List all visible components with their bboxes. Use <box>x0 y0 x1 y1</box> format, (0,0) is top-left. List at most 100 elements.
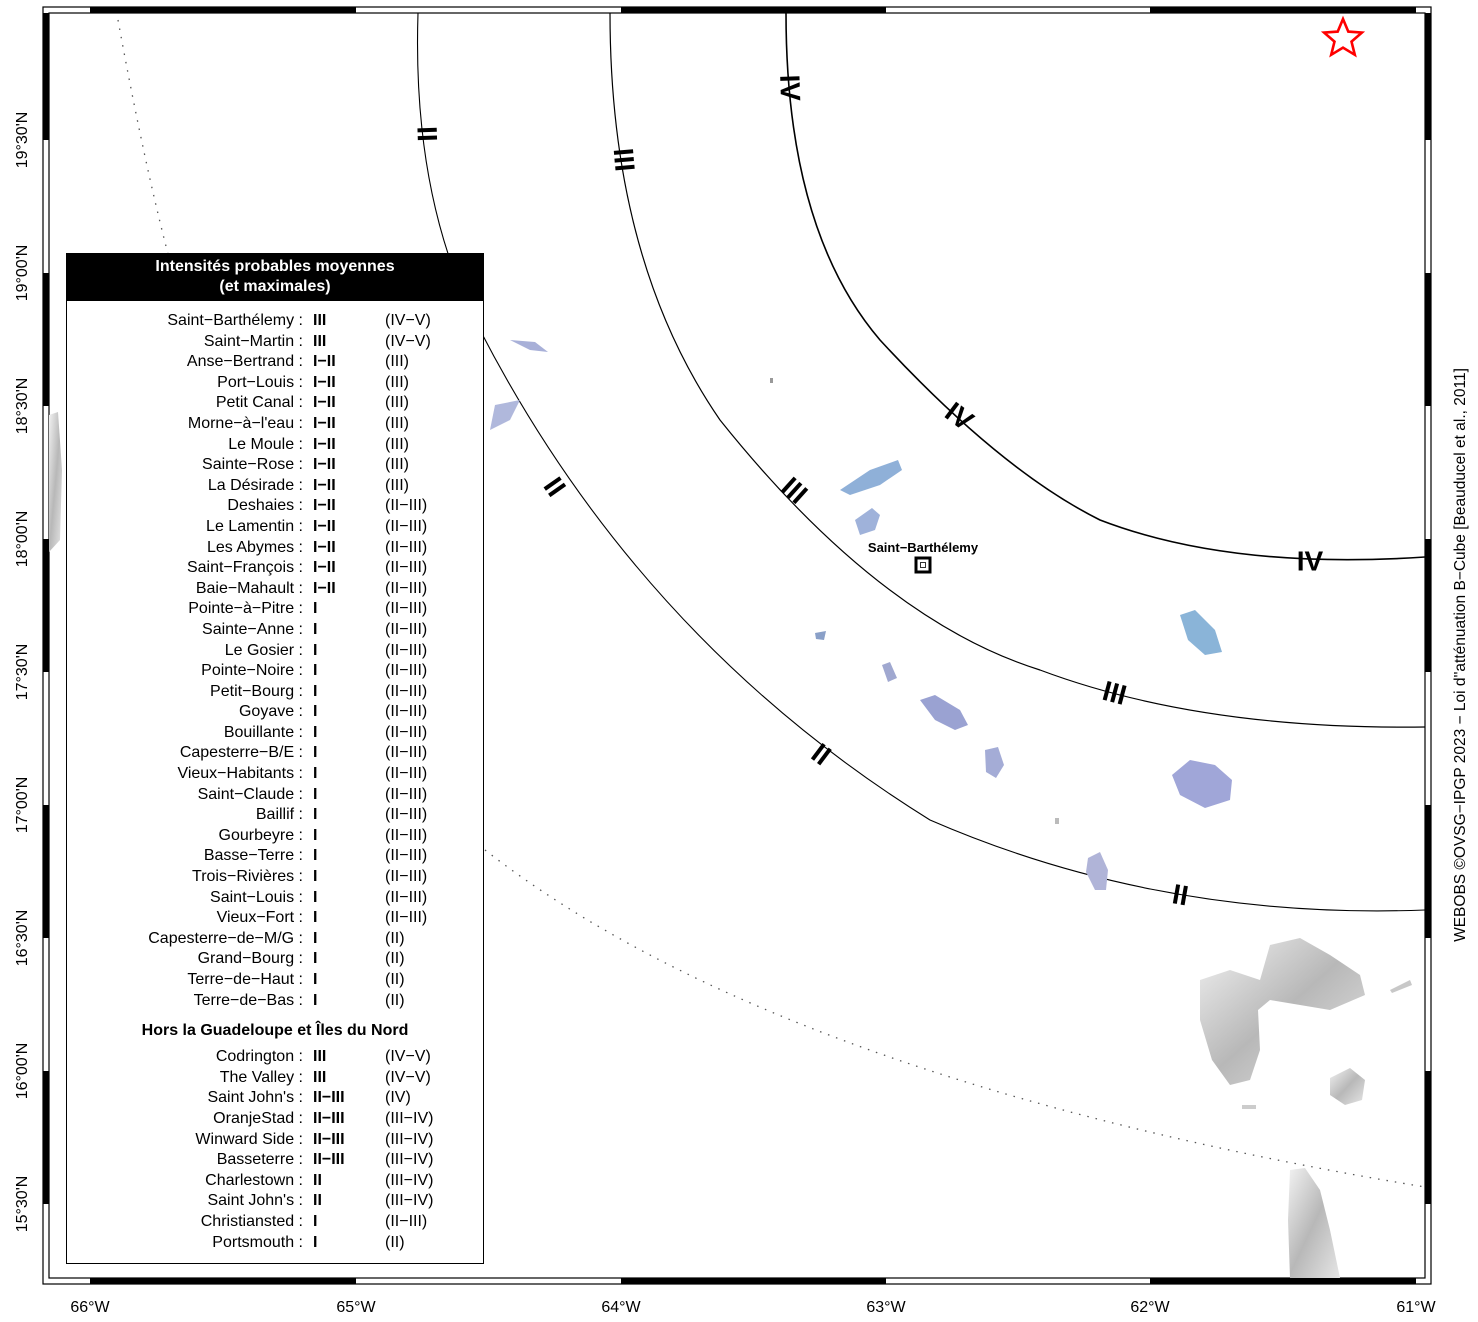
legend-title-line1: Intensités probables moyennes <box>155 258 395 275</box>
legend-row: Trois−Rivières : I (II−III) <box>67 867 483 888</box>
legend-mean-intensity: I <box>313 909 318 927</box>
legend-mean-intensity: I <box>313 785 318 803</box>
legend-place-name: Pointe−Noire : <box>201 662 303 680</box>
border-segment <box>1425 805 1431 938</box>
legend-row: Sainte−Anne : I (II−III) <box>67 620 483 641</box>
legend-max-intensity: (II−III) <box>385 517 428 535</box>
legend-place-name: Saint John's : <box>207 1089 303 1107</box>
legend-row: Le Lamentin : I−II (II−III) <box>67 517 483 538</box>
isoseismal-line-III <box>609 13 1425 728</box>
legend-mean-intensity: I−II <box>313 497 336 515</box>
legend-mean-intensity: III <box>313 1048 327 1066</box>
legend-place-name: Saint−Louis : <box>210 888 303 906</box>
legend-mean-intensity: I−II <box>313 394 336 412</box>
legend-place-name: Sainte−Rose : <box>202 456 303 474</box>
isoseismal-line-IV <box>785 13 1425 561</box>
legend-place-name: Saint John's : <box>207 1192 303 1210</box>
border-segment <box>90 7 356 13</box>
legend-max-intensity: (II) <box>385 950 405 968</box>
legend-max-intensity: (IV−V) <box>385 332 431 350</box>
legend-max-intensity: (II−III) <box>385 559 428 577</box>
legend-row: Le Moule : I−II (III) <box>67 435 483 456</box>
island-anguilla <box>510 340 548 352</box>
legend-row: Codrington : III (IV−V) <box>67 1047 483 1068</box>
legend-mean-intensity: I−II <box>313 414 336 432</box>
legend-place-name: Codrington : <box>215 1048 303 1066</box>
legend-mean-intensity: II−III <box>313 1089 345 1107</box>
islands <box>49 340 1412 1278</box>
isoseismal-label-IV: IV <box>774 74 806 102</box>
border-segment <box>1150 1278 1416 1284</box>
latitude-tick-label: 18°00'N <box>14 511 31 568</box>
legend-mean-intensity: I−II <box>313 435 336 453</box>
island-montserrat <box>1086 852 1108 890</box>
legend-mean-intensity: III <box>313 332 327 350</box>
credit-text: WEBOBS ©OVSG−IPGP 2023 − Loi d''atténuat… <box>1452 368 1469 942</box>
legend-max-intensity: (IV) <box>385 1089 411 1107</box>
legend-max-intensity: (II) <box>385 991 405 1009</box>
legend-row: Saint−Martin : III (IV−V) <box>67 332 483 353</box>
legend-mean-intensity: II <box>313 1192 322 1210</box>
island-small-3 <box>1242 1105 1256 1109</box>
legend-place-name: Capesterre−B/E : <box>179 744 303 762</box>
legend-place-name: Petit Canal : <box>215 394 303 412</box>
legend-row: La Désirade : I−II (III) <box>67 476 483 497</box>
legend-place-name: Saint−Martin : <box>203 332 303 350</box>
legend-row: Vieux−Fort : I (II−III) <box>67 908 483 929</box>
island-statia <box>882 662 897 682</box>
legend-place-name: Anse−Bertrand : <box>186 353 303 371</box>
legend-row: The Valley : III (IV−V) <box>67 1068 483 1089</box>
dotted-range-circle <box>484 849 1425 1188</box>
latitude-tick-label: 16°00'N <box>14 1043 31 1100</box>
legend-place-name: OranjeStad : <box>213 1109 303 1127</box>
legend-mean-intensity: I <box>313 868 318 886</box>
legend-row: Terre−de−Haut : I (II) <box>67 970 483 991</box>
legend-guadeloupe-list: Saint−Barthélemy : III (IV−V) Saint−Martin … <box>67 301 483 1011</box>
legend-max-intensity: (III) <box>385 394 409 412</box>
border-segment <box>43 1071 49 1204</box>
legend-row: Portsmouth : I (II) <box>67 1233 483 1254</box>
legend-max-intensity: (II−III) <box>385 600 428 618</box>
legend-row: Le Gosier : I (II−III) <box>67 641 483 662</box>
legend-row: Vieux−Habitants : I (II−III) <box>67 764 483 785</box>
border-segment <box>90 1278 356 1284</box>
legend-row: Saint−Barthélemy : III (IV−V) <box>67 311 483 332</box>
legend-mean-intensity: II−III <box>313 1109 345 1127</box>
legend-place-name: Terre−de−Haut : <box>187 971 303 988</box>
latitude-tick-label: 17°30'N <box>14 644 31 701</box>
map-border-ticks <box>43 7 1431 1284</box>
legend-place-name: Petit−Bourg : <box>210 682 303 700</box>
island-saba <box>815 631 826 640</box>
legend-mean-intensity: I−II <box>313 353 336 371</box>
legend-place-name: Pointe−à−Pitre : <box>188 600 303 618</box>
longitude-tick-label: 63°W <box>866 1299 906 1316</box>
latitude-tick-label: 15°30'N <box>14 1176 31 1233</box>
legend-place-name: Le Moule : <box>228 435 303 453</box>
legend-mean-intensity: I <box>313 991 318 1009</box>
legend-max-intensity: (II−III) <box>385 641 428 659</box>
legend-max-intensity: (II−III) <box>385 703 428 721</box>
legend-place-name: Saint−Barthélemy : <box>167 312 303 329</box>
legend-mean-intensity: I <box>313 1233 318 1251</box>
legend-mean-intensity: I <box>313 662 318 680</box>
legend-max-intensity: (II−III) <box>385 847 428 865</box>
legend-place-name: Charlestown : <box>205 1171 303 1189</box>
legend-max-intensity: (II−III) <box>385 662 428 680</box>
legend-max-intensity: (III−IV) <box>385 1151 434 1169</box>
legend-row: Bouillante : I (II−III) <box>67 723 483 744</box>
legend-mean-intensity: II−III <box>313 1151 345 1169</box>
isoseismal-label-IV: IV <box>1297 545 1324 576</box>
legend-title-line2: (et maximales) <box>219 278 331 295</box>
legend-max-intensity: (II−III) <box>385 497 428 515</box>
longitude-tick-label: 61°W <box>1396 1299 1436 1316</box>
star-icon <box>1320 15 1366 58</box>
legend-mean-intensity: I <box>313 723 318 741</box>
legend-row: Gourbeyre : I (II−III) <box>67 826 483 847</box>
island-nevis <box>985 747 1004 778</box>
legend-mean-intensity: I−II <box>313 559 336 577</box>
legend-place-name: Saint−Claude : <box>197 785 303 803</box>
legend-mean-intensity: I <box>313 1212 318 1230</box>
legend-max-intensity: (II) <box>385 971 405 988</box>
legend-row: Goyave : I (II−III) <box>67 702 483 723</box>
legend-row: Deshaies : I−II (II−III) <box>67 496 483 517</box>
